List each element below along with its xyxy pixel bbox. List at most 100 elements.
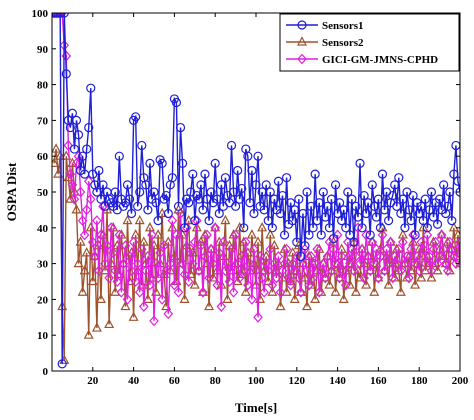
data-point [216,180,226,190]
data-point [169,279,180,291]
data-point [208,272,219,282]
data-point [308,223,318,233]
data-point [108,247,119,259]
data-point [396,265,406,277]
data-point [163,308,174,320]
data-point [448,222,459,232]
data-point [208,258,218,270]
data-point [238,265,249,277]
legend-label: Sensors1 [322,20,364,32]
data-point [232,258,243,270]
legend-marker [297,20,307,30]
data-point [63,140,74,151]
data-point [265,187,275,197]
data-point [424,205,434,215]
data-point [235,194,245,204]
data-point [330,180,341,190]
data-point [383,258,394,270]
data-point [124,251,135,262]
data-point [98,180,108,190]
data-point [357,243,367,255]
data-point [249,208,259,219]
y-tick-label: 40 [37,223,49,235]
data-point [106,222,116,234]
data-point [100,258,110,270]
data-point [344,279,355,289]
data-point [395,286,406,296]
data-point [200,169,210,179]
data-point [338,265,349,277]
data-point [428,212,439,222]
data-point [135,187,145,197]
y-tick-label: 90 [37,44,49,56]
data-point [75,236,86,246]
data-point [52,143,62,153]
data-point [300,241,310,251]
data-point [77,151,88,161]
data-point [273,251,284,262]
data-point [120,300,131,311]
data-point [102,240,112,252]
data-point [257,272,267,284]
data-point [330,286,341,296]
x-tick-label: 140 [329,375,346,387]
legend-label: Sensors2 [322,37,364,49]
data-point [304,279,314,291]
data-point [87,236,98,248]
data-point [410,258,420,270]
data-point [438,243,449,255]
data-point [428,243,439,255]
data-point [314,198,324,208]
data-point [167,215,178,227]
data-point [273,176,284,186]
data-point [83,175,94,187]
data-point [84,122,94,133]
data-point [292,237,302,247]
data-point [67,108,78,118]
data-point [59,13,69,18]
data-point [75,186,86,198]
data-point [91,322,102,332]
data-point [259,205,269,215]
data-point [306,251,316,262]
data-point [77,215,88,227]
data-point [110,265,121,277]
data-point [375,223,386,233]
data-point [194,265,204,277]
data-point [86,83,96,93]
y-axis-label: OSPA Dist [4,162,19,221]
data-point [179,268,190,280]
data-point [347,243,357,255]
data-point [381,243,392,255]
data-point [392,201,402,211]
data-point [384,216,394,226]
data-point [67,179,78,191]
data-point [345,258,355,270]
data-point [318,187,328,197]
data-point [404,205,414,215]
data-point [246,229,257,239]
data-point [53,168,64,178]
data-point [228,187,239,197]
data-point [81,247,92,257]
y-tick-label: 100 [32,8,49,20]
y-tick-label: 10 [37,330,49,342]
data-point [355,258,365,270]
x-tick-label: 60 [169,375,181,387]
data-point [400,258,410,270]
data-point [318,258,329,270]
data-point [110,187,120,197]
data-point [65,193,76,203]
series-gici-gm-jmns-cphd [52,13,460,327]
data-point [231,201,241,211]
data-point [267,223,277,233]
data-point [432,258,443,270]
y-tick-label: 30 [37,259,49,271]
data-point [279,230,290,240]
legend-item: Sensors2 [286,36,364,49]
data-point [314,286,325,298]
data-point [167,173,177,183]
data-point [353,212,363,222]
data-point [373,194,383,204]
